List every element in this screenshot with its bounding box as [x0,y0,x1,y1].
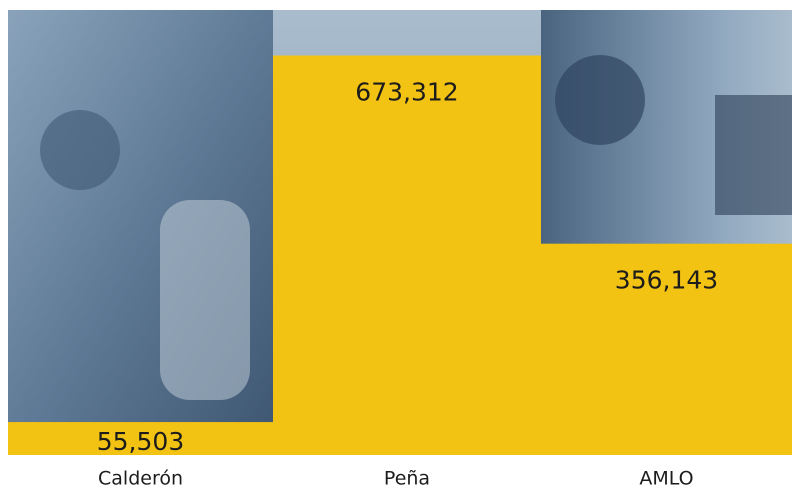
bar [273,55,541,455]
photo-shape [555,55,645,145]
value-label: 673,312 [355,78,458,107]
x-tick-label: AMLO [639,468,693,490]
value-label: 55,503 [97,427,184,456]
bar [541,243,792,455]
value-label: 356,143 [615,266,718,295]
x-tick-label: Calderón [98,468,183,490]
bar [8,422,273,455]
x-tick-label: Peña [384,468,430,490]
photo-shape [160,200,250,400]
photo-shape [715,95,792,215]
photo-shape [40,110,120,190]
